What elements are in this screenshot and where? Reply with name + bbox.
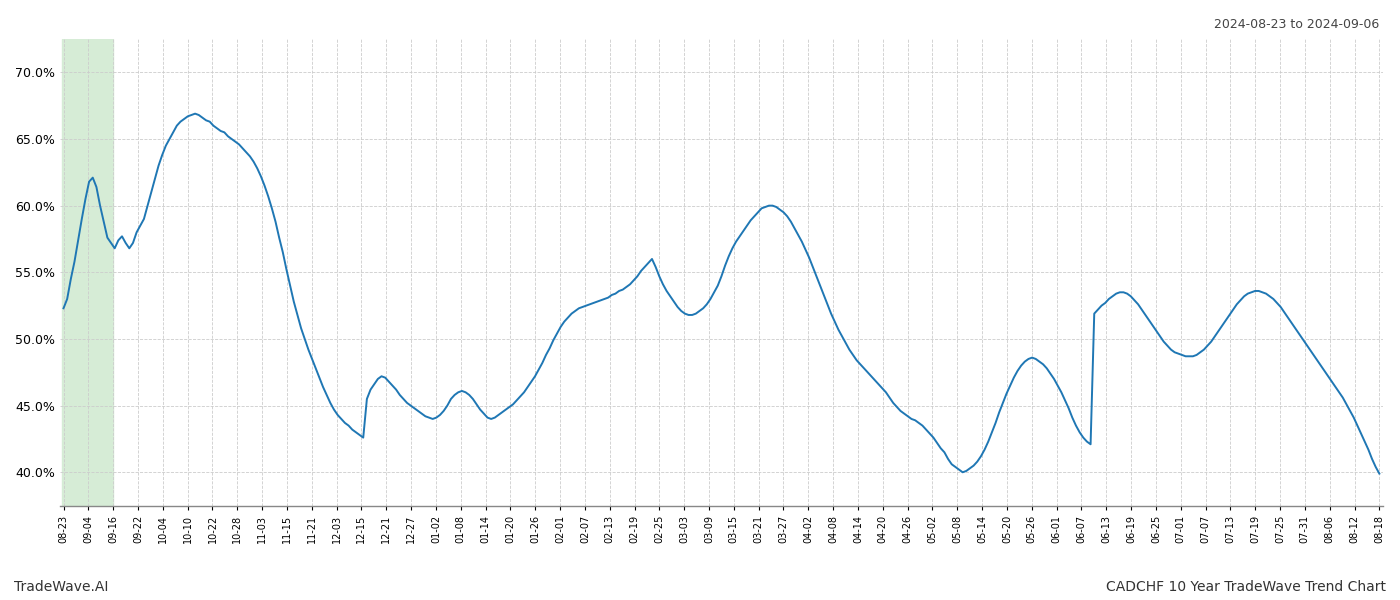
Text: TradeWave.AI: TradeWave.AI [14,580,108,594]
Bar [62,39,113,506]
Text: CADCHF 10 Year TradeWave Trend Chart: CADCHF 10 Year TradeWave Trend Chart [1106,580,1386,594]
Text: 2024-08-23 to 2024-09-06: 2024-08-23 to 2024-09-06 [1214,18,1379,31]
